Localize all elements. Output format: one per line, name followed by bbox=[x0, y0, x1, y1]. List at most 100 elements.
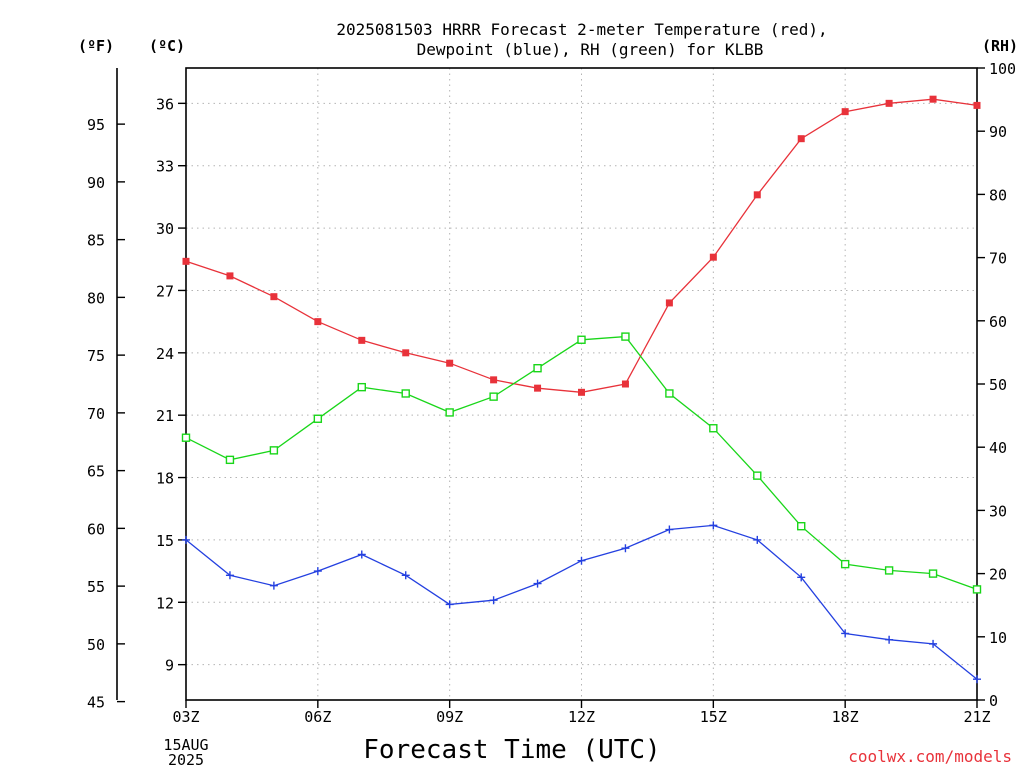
dewpoint-point bbox=[357, 550, 366, 559]
rh-point bbox=[884, 566, 894, 575]
rh-point bbox=[401, 389, 410, 398]
credit-link[interactable]: coolwx.com/models bbox=[848, 747, 1012, 766]
axis-ticks: 03Z 06Z 09Z 12Z 15Z 18Z 21Z 9 12 15 18 21 24 27 30 33 36… bbox=[87, 60, 1016, 726]
temperature-point bbox=[709, 253, 717, 261]
temperature-point bbox=[665, 299, 673, 307]
start-date-year: 2025 bbox=[168, 751, 204, 768]
rh-point bbox=[313, 414, 323, 423]
rh-tick-label: 60 bbox=[989, 313, 1007, 331]
rh-point bbox=[577, 335, 586, 344]
rh-point bbox=[928, 569, 938, 578]
temperature-point bbox=[226, 272, 234, 280]
fahrenheit-tick-label: 65 bbox=[87, 463, 105, 481]
celsius-tick-label: 30 bbox=[156, 220, 174, 238]
dewpoint-point bbox=[225, 571, 234, 580]
temperature-point bbox=[621, 380, 629, 388]
fahrenheit-tick-label: 55 bbox=[87, 578, 105, 596]
dewpoint-point bbox=[753, 535, 762, 544]
dewpoint-point bbox=[841, 629, 850, 638]
fahrenheit-tick-label: 60 bbox=[87, 520, 105, 538]
dewpoint-point bbox=[533, 579, 542, 588]
temperature-point bbox=[446, 359, 454, 367]
rh-tick-label: 70 bbox=[989, 250, 1007, 268]
rh-point bbox=[797, 522, 806, 531]
rh-tick-label: 90 bbox=[989, 123, 1007, 141]
fahrenheit-tick-label: 95 bbox=[87, 116, 105, 134]
temperature-point bbox=[973, 101, 981, 109]
rh-point bbox=[445, 408, 454, 417]
rh-tick-label: 80 bbox=[989, 186, 1007, 204]
temperature-point bbox=[534, 384, 542, 392]
temperature-point bbox=[314, 318, 322, 326]
rh-point bbox=[621, 332, 630, 341]
x-tick-label: 12Z bbox=[568, 708, 595, 726]
celsius-unit-label: (ºC) bbox=[149, 37, 185, 55]
rh-tick-label: 30 bbox=[989, 502, 1007, 520]
chart-title-line-1: 2025081503 HRRR Forecast 2-meter Tempera… bbox=[336, 20, 827, 39]
celsius-tick-label: 36 bbox=[156, 95, 174, 113]
celsius-tick-label: 9 bbox=[165, 657, 174, 675]
dewpoint-point bbox=[577, 556, 586, 565]
temperature-point bbox=[182, 257, 190, 265]
rh-point bbox=[357, 382, 366, 392]
x-axis-title: Forecast Time (UTC) bbox=[363, 735, 660, 765]
fahrenheit-tick-label: 75 bbox=[87, 347, 105, 365]
dewpoint-point bbox=[401, 571, 410, 580]
celsius-tick-label: 21 bbox=[156, 407, 174, 425]
temperature-point bbox=[929, 95, 937, 103]
rh-tick-label: 0 bbox=[989, 692, 998, 710]
dewpoint-point bbox=[709, 521, 718, 530]
rh-tick-label: 10 bbox=[989, 629, 1007, 647]
rh-tick-label: 50 bbox=[989, 376, 1007, 394]
dewpoint-point bbox=[313, 567, 322, 576]
celsius-tick-label: 33 bbox=[156, 158, 174, 176]
temperature-point bbox=[270, 293, 278, 301]
x-tick-label: 18Z bbox=[832, 708, 859, 726]
fahrenheit-tick-label: 45 bbox=[87, 694, 105, 712]
temperature-point bbox=[490, 376, 498, 384]
temperature-point bbox=[797, 135, 805, 143]
rh-point bbox=[840, 559, 850, 569]
rh-unit-label: (RH) bbox=[982, 37, 1018, 55]
x-tick-label: 21Z bbox=[963, 708, 990, 726]
dewpoint-point bbox=[797, 573, 806, 582]
rh-point bbox=[489, 392, 498, 401]
rh-line bbox=[185, 335, 978, 591]
temperature-point bbox=[402, 349, 410, 357]
rh-tick-label: 40 bbox=[989, 439, 1007, 457]
rh-point bbox=[709, 424, 718, 433]
dewpoint-point bbox=[182, 535, 190, 544]
rh-tick-label: 20 bbox=[989, 566, 1007, 584]
fahrenheit-unit-label: (ºF) bbox=[78, 37, 114, 55]
dewpoint-point bbox=[621, 544, 630, 553]
rh-point bbox=[665, 389, 674, 398]
celsius-tick-label: 15 bbox=[156, 532, 174, 550]
x-tick-label: 15Z bbox=[700, 708, 727, 726]
dewpoint-point bbox=[269, 581, 278, 590]
chart-title-line-2: Dewpoint (blue), RH (green) for KLBB bbox=[417, 40, 764, 59]
x-tick-label: 09Z bbox=[436, 708, 463, 726]
temperature-point bbox=[841, 108, 849, 116]
x-tick-label: 03Z bbox=[172, 708, 199, 726]
dewpoint-point bbox=[973, 675, 981, 684]
celsius-tick-label: 24 bbox=[156, 345, 174, 363]
temperature-line bbox=[185, 98, 978, 393]
fahrenheit-tick-label: 90 bbox=[87, 174, 105, 192]
temperature-point bbox=[885, 99, 893, 107]
start-date-day: 15AUG bbox=[163, 736, 208, 754]
fahrenheit-tick-label: 50 bbox=[87, 636, 105, 654]
temperature-point bbox=[358, 336, 366, 344]
rh-point bbox=[753, 471, 762, 480]
fahrenheit-tick-label: 80 bbox=[87, 289, 105, 307]
rh-point bbox=[533, 364, 542, 373]
dewpoint-point bbox=[885, 635, 894, 644]
grid-lines bbox=[186, 68, 977, 700]
dewpoint-point bbox=[665, 525, 674, 534]
rh-point bbox=[225, 455, 235, 465]
rh-point bbox=[972, 585, 982, 594]
temperature-point bbox=[578, 388, 585, 396]
rh-point bbox=[181, 433, 191, 442]
x-tick-label: 06Z bbox=[304, 708, 331, 726]
celsius-tick-label: 27 bbox=[156, 282, 174, 300]
